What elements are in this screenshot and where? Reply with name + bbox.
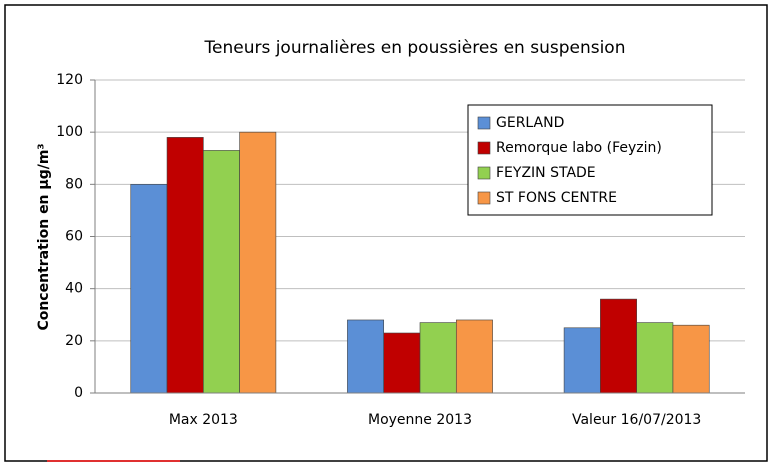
bar <box>636 322 674 394</box>
bar <box>383 332 421 394</box>
y-axis-label: Concentration en µg/m³ <box>36 143 52 330</box>
legend-label: GERLAND <box>496 115 564 131</box>
bar <box>239 131 277 394</box>
y-tick-label: 100 <box>56 124 83 140</box>
x-tick-label: Max 2013 <box>169 412 238 428</box>
bar <box>130 184 168 394</box>
bar <box>563 327 601 394</box>
x-tick-label: Moyenne 2013 <box>368 412 472 428</box>
bar <box>166 137 204 394</box>
y-tick-label: 0 <box>74 385 83 401</box>
legend-label: ST FONS CENTRE <box>496 190 617 206</box>
legend-swatch <box>477 141 491 155</box>
y-tick-label: 40 <box>65 281 83 297</box>
bar <box>419 322 457 394</box>
y-tick-label: 120 <box>56 72 83 88</box>
legend-box <box>467 104 713 216</box>
legend-swatch <box>477 191 491 205</box>
bar <box>672 324 710 394</box>
y-tick-label: 80 <box>65 176 83 192</box>
x-tick-label: Valeur 16/07/2013 <box>572 412 701 428</box>
bar <box>600 298 637 394</box>
y-tick-label: 20 <box>65 333 83 349</box>
bar <box>347 319 385 394</box>
legend-swatch <box>477 166 491 180</box>
legend-label: FEYZIN STADE <box>496 165 596 181</box>
bar <box>455 319 493 394</box>
legend-swatch <box>477 116 491 130</box>
bar <box>203 150 240 394</box>
y-tick-label: 60 <box>65 229 83 245</box>
chart-title: Teneurs journalières en poussières en su… <box>204 38 626 58</box>
legend-label: Remorque labo (Feyzin) <box>496 140 662 156</box>
